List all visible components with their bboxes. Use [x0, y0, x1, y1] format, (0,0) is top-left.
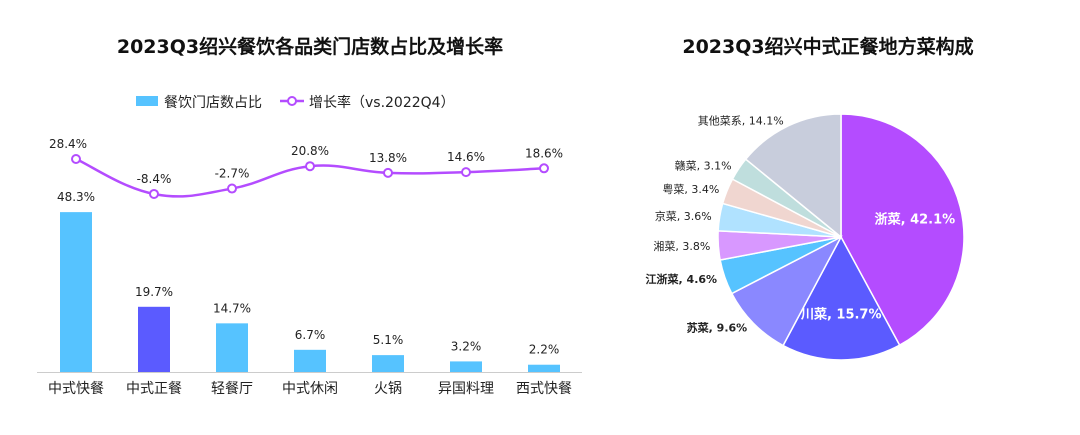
line-point	[71, 154, 81, 164]
bar-chart-title: 2023Q3绍兴餐饮各品类门店数占比及增长率	[117, 35, 503, 58]
pie-slice-label: 京菜, 3.6%	[655, 209, 712, 223]
pie-slice-label: 浙菜, 42.1%	[875, 211, 956, 227]
x-tick-label: 中式快餐	[48, 381, 104, 397]
bar-value-label: 5.1%	[373, 333, 404, 347]
line-point	[305, 161, 315, 172]
bar-value-label: 3.2%	[451, 339, 482, 353]
pie-slice-label: 粤菜, 3.4%	[662, 182, 719, 196]
bar	[372, 355, 404, 372]
bar-value-label: 14.7%	[213, 301, 251, 315]
bar	[60, 212, 92, 372]
legend-bar-swatch	[136, 96, 158, 106]
line-value-label: 20.8%	[291, 144, 329, 158]
bar-value-label: 19.7%	[135, 285, 173, 299]
line-value-label: -2.7%	[215, 167, 250, 181]
pie-slice-label: 苏菜, 9.6%	[687, 321, 748, 335]
pie-slice-label: 其他菜系, 14.1%	[698, 114, 784, 127]
bar-value-label: 48.3%	[57, 190, 95, 204]
line-value-label: 13.8%	[369, 151, 407, 165]
line-value-label: -8.4%	[137, 172, 172, 186]
legend-line-marker	[287, 96, 297, 106]
x-tick-label: 轻餐厅	[211, 381, 253, 397]
line-point	[149, 188, 159, 199]
pie-slice-label: 江浙菜, 4.6%	[646, 272, 718, 286]
line-point	[539, 163, 549, 174]
pie-slice-label: 赣菜, 3.1%	[675, 159, 732, 173]
bar	[294, 349, 326, 372]
x-tick-label: 异国料理	[438, 381, 494, 397]
pie-slice	[782, 235, 901, 361]
line-point	[461, 167, 471, 178]
bar-value-label: 6.7%	[295, 328, 326, 342]
legend: 餐饮门店数占比 增长率（vs.2022Q4）	[136, 94, 455, 111]
bar	[138, 306, 170, 372]
pie-slice	[730, 235, 843, 347]
pie-slice	[744, 113, 842, 239]
x-tick-label: 中式休闲	[282, 381, 338, 397]
line-value-label: 14.6%	[447, 150, 485, 164]
bar	[528, 364, 560, 372]
x-tick-label: 火锅	[374, 381, 402, 397]
line-point	[227, 183, 237, 194]
line-value-label: 18.6%	[525, 146, 563, 160]
bar	[450, 361, 482, 372]
line-point	[383, 167, 393, 178]
legend-bar-label: 餐饮门店数占比	[164, 95, 262, 111]
pie-slice	[840, 113, 965, 347]
bar-value-label: 2.2%	[529, 343, 560, 357]
bar	[216, 323, 248, 372]
line-value-label: 28.4%	[49, 137, 87, 151]
pie-chart-title: 2023Q3绍兴中式正餐地方菜构成	[682, 35, 973, 58]
pie-slice-label: 川菜, 15.7%	[800, 306, 882, 322]
pie-slice-label: 湘菜, 3.8%	[653, 239, 710, 253]
x-tick-label: 西式快餐	[516, 381, 572, 397]
legend-line-label: 增长率（vs.2022Q4）	[309, 94, 455, 111]
x-tick-label: 中式正餐	[126, 381, 182, 397]
